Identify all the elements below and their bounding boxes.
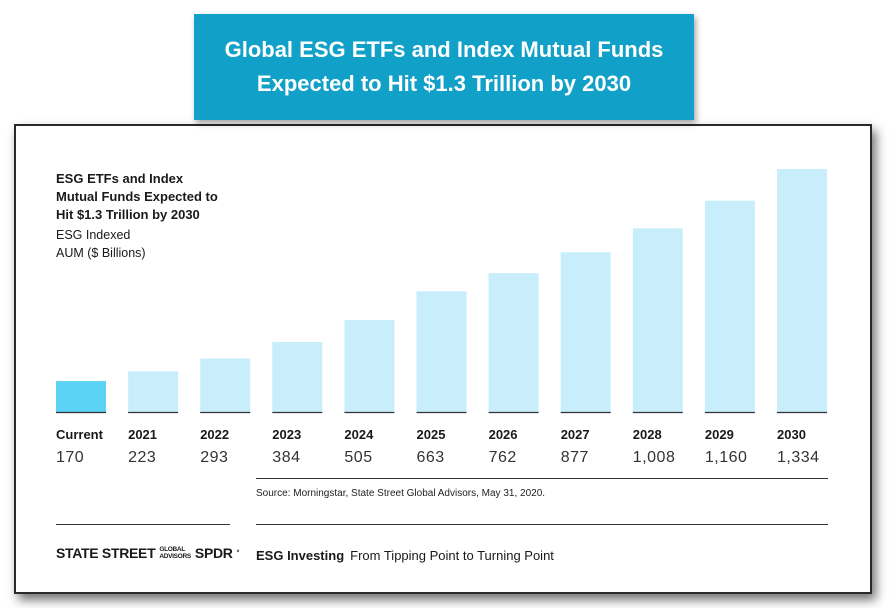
footer-section: ESG Investing	[256, 548, 345, 563]
category-label: 2022	[200, 427, 229, 442]
state-street-spdr-logo: STATE STREET GLOBAL ADVISORS SPDR °	[56, 545, 240, 561]
value-label: 505	[344, 449, 372, 466]
category-label: 2027	[561, 427, 590, 442]
footer-rule-right	[256, 524, 828, 525]
bar-2022	[200, 358, 251, 412]
category-label: 2023	[272, 427, 301, 442]
chart-title-line-1: ESG ETFs and Index	[56, 171, 184, 186]
logo-small-line-1: GLOBAL	[159, 546, 185, 553]
footer-tagline-text: From Tipping Point to Turning Point	[350, 548, 554, 563]
logo-spdr: SPDR	[194, 545, 233, 561]
y-axis-label: ESG Indexed AUM ($ Billions)	[56, 226, 256, 262]
logo-brand: STATE STREET	[56, 545, 156, 561]
chart-title: ESG ETFs and Index Mutual Funds Expected…	[56, 170, 256, 224]
category-label: 2024	[344, 427, 374, 442]
value-label: 170	[56, 449, 84, 466]
value-label: 293	[200, 449, 228, 466]
source-note: Source: Morningstar, State Street Global…	[256, 488, 546, 499]
banner-title-line-1: Global ESG ETFs and Index Mutual Funds	[224, 37, 664, 62]
bar-2021	[128, 371, 179, 412]
bar-chart: Current 170 2021 223 2022 293 2023 384 2024 505 20…	[56, 169, 827, 466]
chart-title-line-3: Hit $1.3 Trillion by 2030	[56, 207, 200, 222]
value-label: 1,008	[633, 449, 676, 466]
banner-title-line-2: Expected to Hit $1.3 Trillion by 2030	[256, 71, 632, 96]
y-axis-label-line-2: AUM ($ Billions)	[56, 246, 146, 260]
category-label: 2026	[489, 427, 518, 442]
logo-small-text: GLOBAL ADVISORS	[159, 546, 191, 560]
logo-small-line-2: ADVISORS	[159, 553, 191, 560]
bar-2026	[488, 273, 539, 412]
source-rule	[256, 478, 828, 479]
bar-2027	[560, 252, 611, 412]
value-label: 1,160	[705, 449, 748, 466]
value-label: 663	[417, 449, 445, 466]
bar-2024	[344, 320, 395, 412]
value-label: 762	[489, 449, 517, 466]
bar-2025	[416, 291, 467, 412]
category-label: 2029	[705, 427, 734, 442]
value-label: 223	[128, 449, 156, 466]
footer-tagline: ESG Investing From Tipping Point to Turni…	[256, 548, 554, 563]
value-label: 1,334	[777, 449, 820, 466]
bar-2028	[632, 228, 683, 412]
y-axis-label-line-1: ESG Indexed	[56, 228, 131, 242]
value-label: 877	[561, 449, 589, 466]
bar-2030	[777, 169, 827, 412]
banner: Global ESG ETFs and Index Mutual Funds E…	[194, 14, 694, 120]
bar-2023	[272, 342, 323, 412]
category-label: 2025	[417, 427, 446, 442]
value-label: 384	[272, 449, 300, 466]
category-label: 2028	[633, 427, 662, 442]
footer-rule-left	[56, 524, 230, 525]
bar-2029	[704, 200, 755, 412]
category-label: 2021	[128, 427, 157, 442]
category-label: Current	[56, 427, 104, 442]
category-label: 2030	[777, 427, 806, 442]
chart-title-line-2: Mutual Funds Expected to	[56, 189, 218, 204]
bar-current	[56, 381, 106, 412]
chart-card: ESG ETFs and Index Mutual Funds Expected…	[14, 124, 872, 594]
